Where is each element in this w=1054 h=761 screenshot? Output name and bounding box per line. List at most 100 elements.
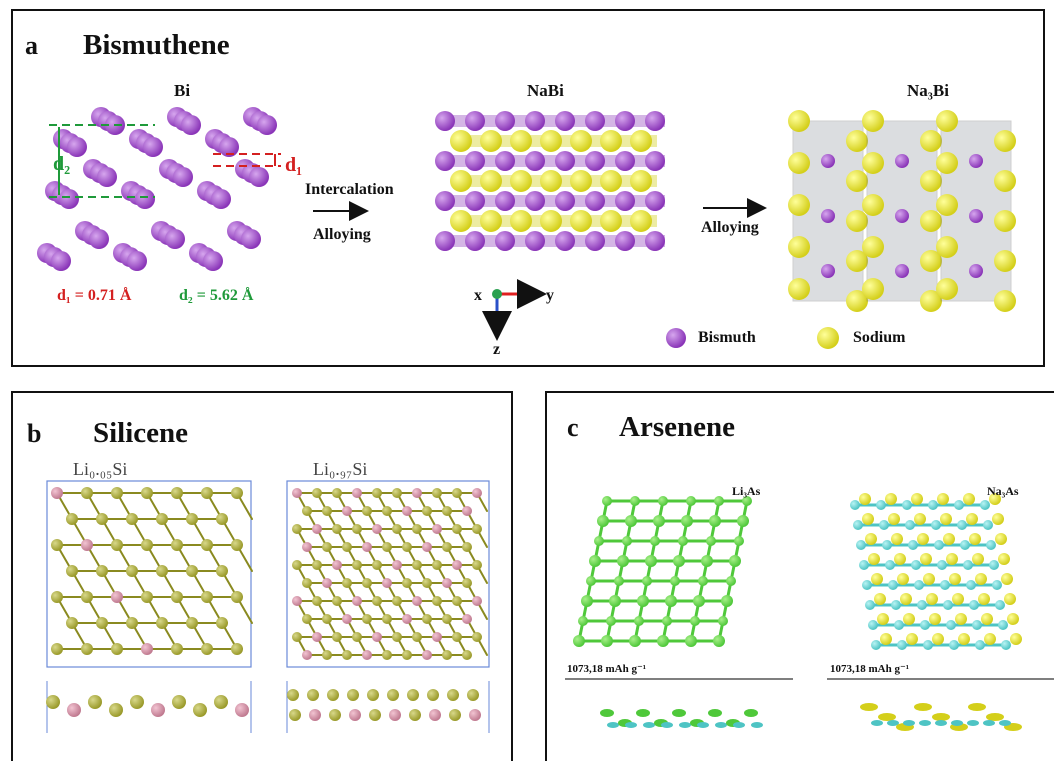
lithium-atom [81, 539, 93, 551]
arsenic-atom [859, 560, 869, 570]
na3as-side-atom [932, 713, 950, 721]
sodium-atom [998, 553, 1010, 565]
na3as-side-atom [967, 720, 979, 726]
silicon-atom [156, 565, 168, 577]
li097si-label: Li₀.₉₇Si [313, 459, 368, 479]
side-atom [347, 689, 359, 701]
lithium-atom [352, 596, 362, 606]
sodium-atom [600, 210, 622, 232]
arsenene-structures [565, 493, 1054, 731]
panel-a-letter: a [25, 31, 38, 60]
bismuth-atom [585, 191, 605, 211]
arsenic-atom [969, 600, 979, 610]
silicon-atom [201, 643, 213, 655]
bismuth-atom [895, 264, 909, 278]
lithium-atom [422, 650, 432, 660]
lithium-arsenide-atom [573, 635, 585, 647]
lithium-arsenide-atom [642, 576, 652, 586]
li005si-label: Li₀.₀₅Si [73, 459, 128, 479]
sodium-atom [788, 194, 810, 216]
silicon-atom [171, 539, 183, 551]
silicon-atom [141, 487, 153, 499]
sodium-atom [994, 130, 1016, 152]
sodium-atom [877, 613, 889, 625]
arsenic-atom [850, 500, 860, 510]
sodium-atom [540, 210, 562, 232]
sodium-atom [540, 130, 562, 152]
arsenic-atom [923, 640, 933, 650]
silicon-atom [322, 542, 332, 552]
panel-a-bismuthene: a Bismuthene Bi NaBi Na₃Bi d₂ d₁ Interca… [11, 9, 1045, 367]
na3as-side-atom [871, 720, 883, 726]
silicon-atom [216, 565, 228, 577]
lithium-arsenide-atom [721, 595, 733, 607]
bismuth-atom [555, 151, 575, 171]
li3as-side-atom [751, 722, 763, 728]
silicon-atom [201, 487, 213, 499]
silicon-atom [472, 632, 482, 642]
bismuth-atom [51, 251, 71, 271]
silicon-atom [382, 650, 392, 660]
sodium-atom [788, 278, 810, 300]
li3as-side-atom [625, 722, 637, 728]
side-atom [88, 695, 102, 709]
arsenic-atom [920, 620, 930, 630]
d1-marker: d₁ [285, 154, 303, 176]
sodium-atom [937, 493, 949, 505]
bismuth-atom [615, 191, 635, 211]
li3as-side-atom [697, 722, 709, 728]
lithium-arsenide-atom [622, 536, 632, 546]
silicon-atom [66, 513, 78, 525]
sodium-atom [994, 170, 1016, 192]
sodium-atom [936, 194, 958, 216]
sodium-atom [946, 553, 958, 565]
side-atom [427, 689, 439, 701]
silicon-atom [422, 578, 432, 588]
lithium-arsenide-atom [634, 616, 644, 626]
silicon-atom [392, 488, 402, 498]
sodium-atom [955, 613, 967, 625]
silicon-atom [186, 513, 198, 525]
na3as-side-atom [860, 703, 878, 711]
silicon-atom [332, 524, 342, 534]
arsenic-atom [897, 640, 907, 650]
arsenic-atom [882, 540, 892, 550]
sodium-atom [859, 493, 871, 505]
sodium-atom [570, 130, 592, 152]
bismuth-atom [585, 151, 605, 171]
lithium-atom [352, 488, 362, 498]
bismuth-atom [165, 229, 185, 249]
bismuth-atom [435, 191, 455, 211]
silicon-atom [201, 539, 213, 551]
arsenic-atom [998, 620, 1008, 630]
sodium-atom [510, 210, 532, 232]
bismuth-atom [127, 251, 147, 271]
arsenic-atom [943, 600, 953, 610]
bismuth-atom [645, 191, 665, 211]
lithium-arsenide-atom [597, 515, 609, 527]
sodium-atom [963, 493, 975, 505]
silicon-atom [432, 560, 442, 570]
bismuth-atom [615, 111, 635, 131]
sodium-atom [911, 493, 923, 505]
side-atom [287, 689, 299, 701]
bismuth-atom [135, 189, 155, 209]
alloying-label-2: Alloying [701, 219, 759, 236]
sodium-atom [788, 110, 810, 132]
sodium-atom [994, 290, 1016, 312]
side-atom [327, 689, 339, 701]
bismuth-atom [465, 231, 485, 251]
silicon-atom [372, 560, 382, 570]
lithium-arsenide-atom [609, 595, 621, 607]
silicon-atom [312, 596, 322, 606]
lithium-atom [292, 488, 302, 498]
lithium-arsenide-atom [670, 576, 680, 586]
sodium-atom [920, 290, 942, 312]
silicon-atom [171, 487, 183, 499]
lithium-arsenide-atom [729, 555, 741, 567]
arsenic-atom [954, 500, 964, 510]
silicon-atom [322, 650, 332, 660]
lithium-arsenide-atom [709, 515, 721, 527]
li3as-side-atom [715, 722, 727, 728]
sodium-atom [975, 573, 987, 585]
